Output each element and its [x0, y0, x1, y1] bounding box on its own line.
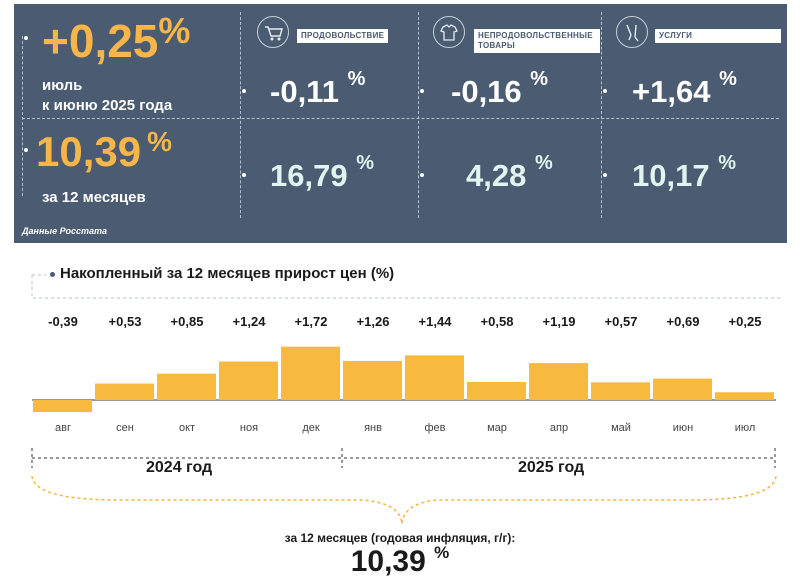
- tick-label-авг: авг: [55, 422, 71, 434]
- bullet-dot: [242, 173, 246, 177]
- bullet-dot: [603, 89, 607, 93]
- bullet-dot: [420, 173, 424, 177]
- value-label-сен: +0,53: [109, 314, 142, 329]
- divider: [240, 12, 241, 218]
- annual-change-value: 10,39%: [36, 126, 173, 175]
- value-label-ноя: +1,24: [233, 314, 267, 329]
- year-label-2024: 2024 год: [140, 459, 219, 477]
- bar-апр: [529, 363, 588, 400]
- nonfood-monthly-value: -0,16 %: [451, 68, 549, 109]
- value-label-окт: +0,85: [171, 314, 204, 329]
- tick-label-ноя: ноя: [240, 422, 258, 434]
- bar-фев: [405, 355, 464, 400]
- bar-chart: -0,39 авг +0,53 сен +0,85 окт +1,24 ноя +1,72 дек…: [32, 314, 776, 434]
- tools-icon: [616, 16, 648, 48]
- food-annual-value: 16,79 %: [270, 152, 374, 193]
- value-label-авг: -0,39: [48, 314, 78, 329]
- category-label-nonfood: НЕПРОДОВОЛЬСТВЕННЫЕ ТОВАРЫ: [474, 29, 600, 53]
- category-label-services: УСЛУГИ: [655, 29, 781, 43]
- source-note: Данные Росстата: [22, 226, 107, 236]
- value-label-дек: +1,72: [295, 314, 328, 329]
- bullet-dot: [242, 89, 246, 93]
- bullet-dot: [24, 148, 28, 152]
- chart-title: Накопленный за 12 месяцев прирост цен (%…: [60, 265, 395, 282]
- shopping-cart-icon: [257, 16, 289, 48]
- bullet-dot: [50, 272, 55, 277]
- bar-янв: [343, 360, 402, 400]
- value-label-янв: +1,26: [357, 314, 390, 329]
- value-label-апр: +1,19: [543, 314, 576, 329]
- value-label-мар: +0,58: [481, 314, 514, 329]
- bar-мар: [467, 382, 526, 400]
- food-monthly-value: -0,11 %: [270, 68, 366, 109]
- annual-inflation-value: 10,39 %: [350, 543, 450, 578]
- services-monthly-value: +1,64 %: [632, 68, 737, 109]
- bar-июл: [715, 392, 774, 400]
- bar-ноя: [219, 361, 278, 400]
- nonfood-annual-value: 4,28 %: [466, 152, 553, 193]
- value-label-фев: +1,44: [419, 314, 453, 329]
- bullet-dot: [24, 36, 28, 40]
- bullet-dot: [603, 173, 607, 177]
- year-label-2025: 2025 год: [512, 459, 591, 477]
- tick-label-апр: апр: [550, 422, 568, 434]
- annual-change-label: за 12 месяцев: [42, 189, 146, 206]
- divider: [22, 118, 779, 119]
- category-label-food: ПРОДОВОЛЬСТВИЕ: [297, 29, 389, 43]
- value-label-июл: +0,25: [729, 314, 762, 329]
- tick-label-июн: июн: [673, 422, 693, 434]
- value-label-май: +0,57: [605, 314, 638, 329]
- tick-label-сен: сен: [116, 422, 134, 434]
- summary-panel: [14, 4, 787, 243]
- tick-label-июл: июл: [735, 422, 756, 434]
- monthly-change-value: +0,25%: [42, 10, 191, 67]
- tick-label-фев: фев: [424, 422, 445, 434]
- divider: [22, 36, 23, 196]
- bullet-dot: [420, 89, 424, 93]
- divider: [418, 12, 419, 218]
- services-annual-value: 10,17 %: [632, 152, 736, 193]
- shirt-icon: [433, 16, 465, 48]
- bar-дек: [281, 346, 340, 400]
- tick-label-май: май: [611, 422, 631, 434]
- bar-май: [591, 382, 650, 400]
- annual-inflation-caption: за 12 месяцев (годовая инфляция, г/г):: [284, 531, 516, 545]
- title-connector: [31, 274, 780, 299]
- tick-label-янв: янв: [364, 422, 382, 434]
- year-bracket: [31, 448, 777, 525]
- divider: [601, 12, 602, 218]
- tick-label-дек: дек: [302, 422, 320, 434]
- bar-июн: [653, 378, 712, 400]
- bar-авг: [33, 400, 92, 413]
- tick-label-мар: мар: [487, 422, 507, 434]
- tick-label-окт: окт: [179, 422, 195, 434]
- bar-сен: [95, 383, 154, 400]
- bar-окт: [157, 373, 216, 400]
- value-label-июн: +0,69: [667, 314, 700, 329]
- monthly-change-label: июль к июню 2025 года: [42, 77, 173, 114]
